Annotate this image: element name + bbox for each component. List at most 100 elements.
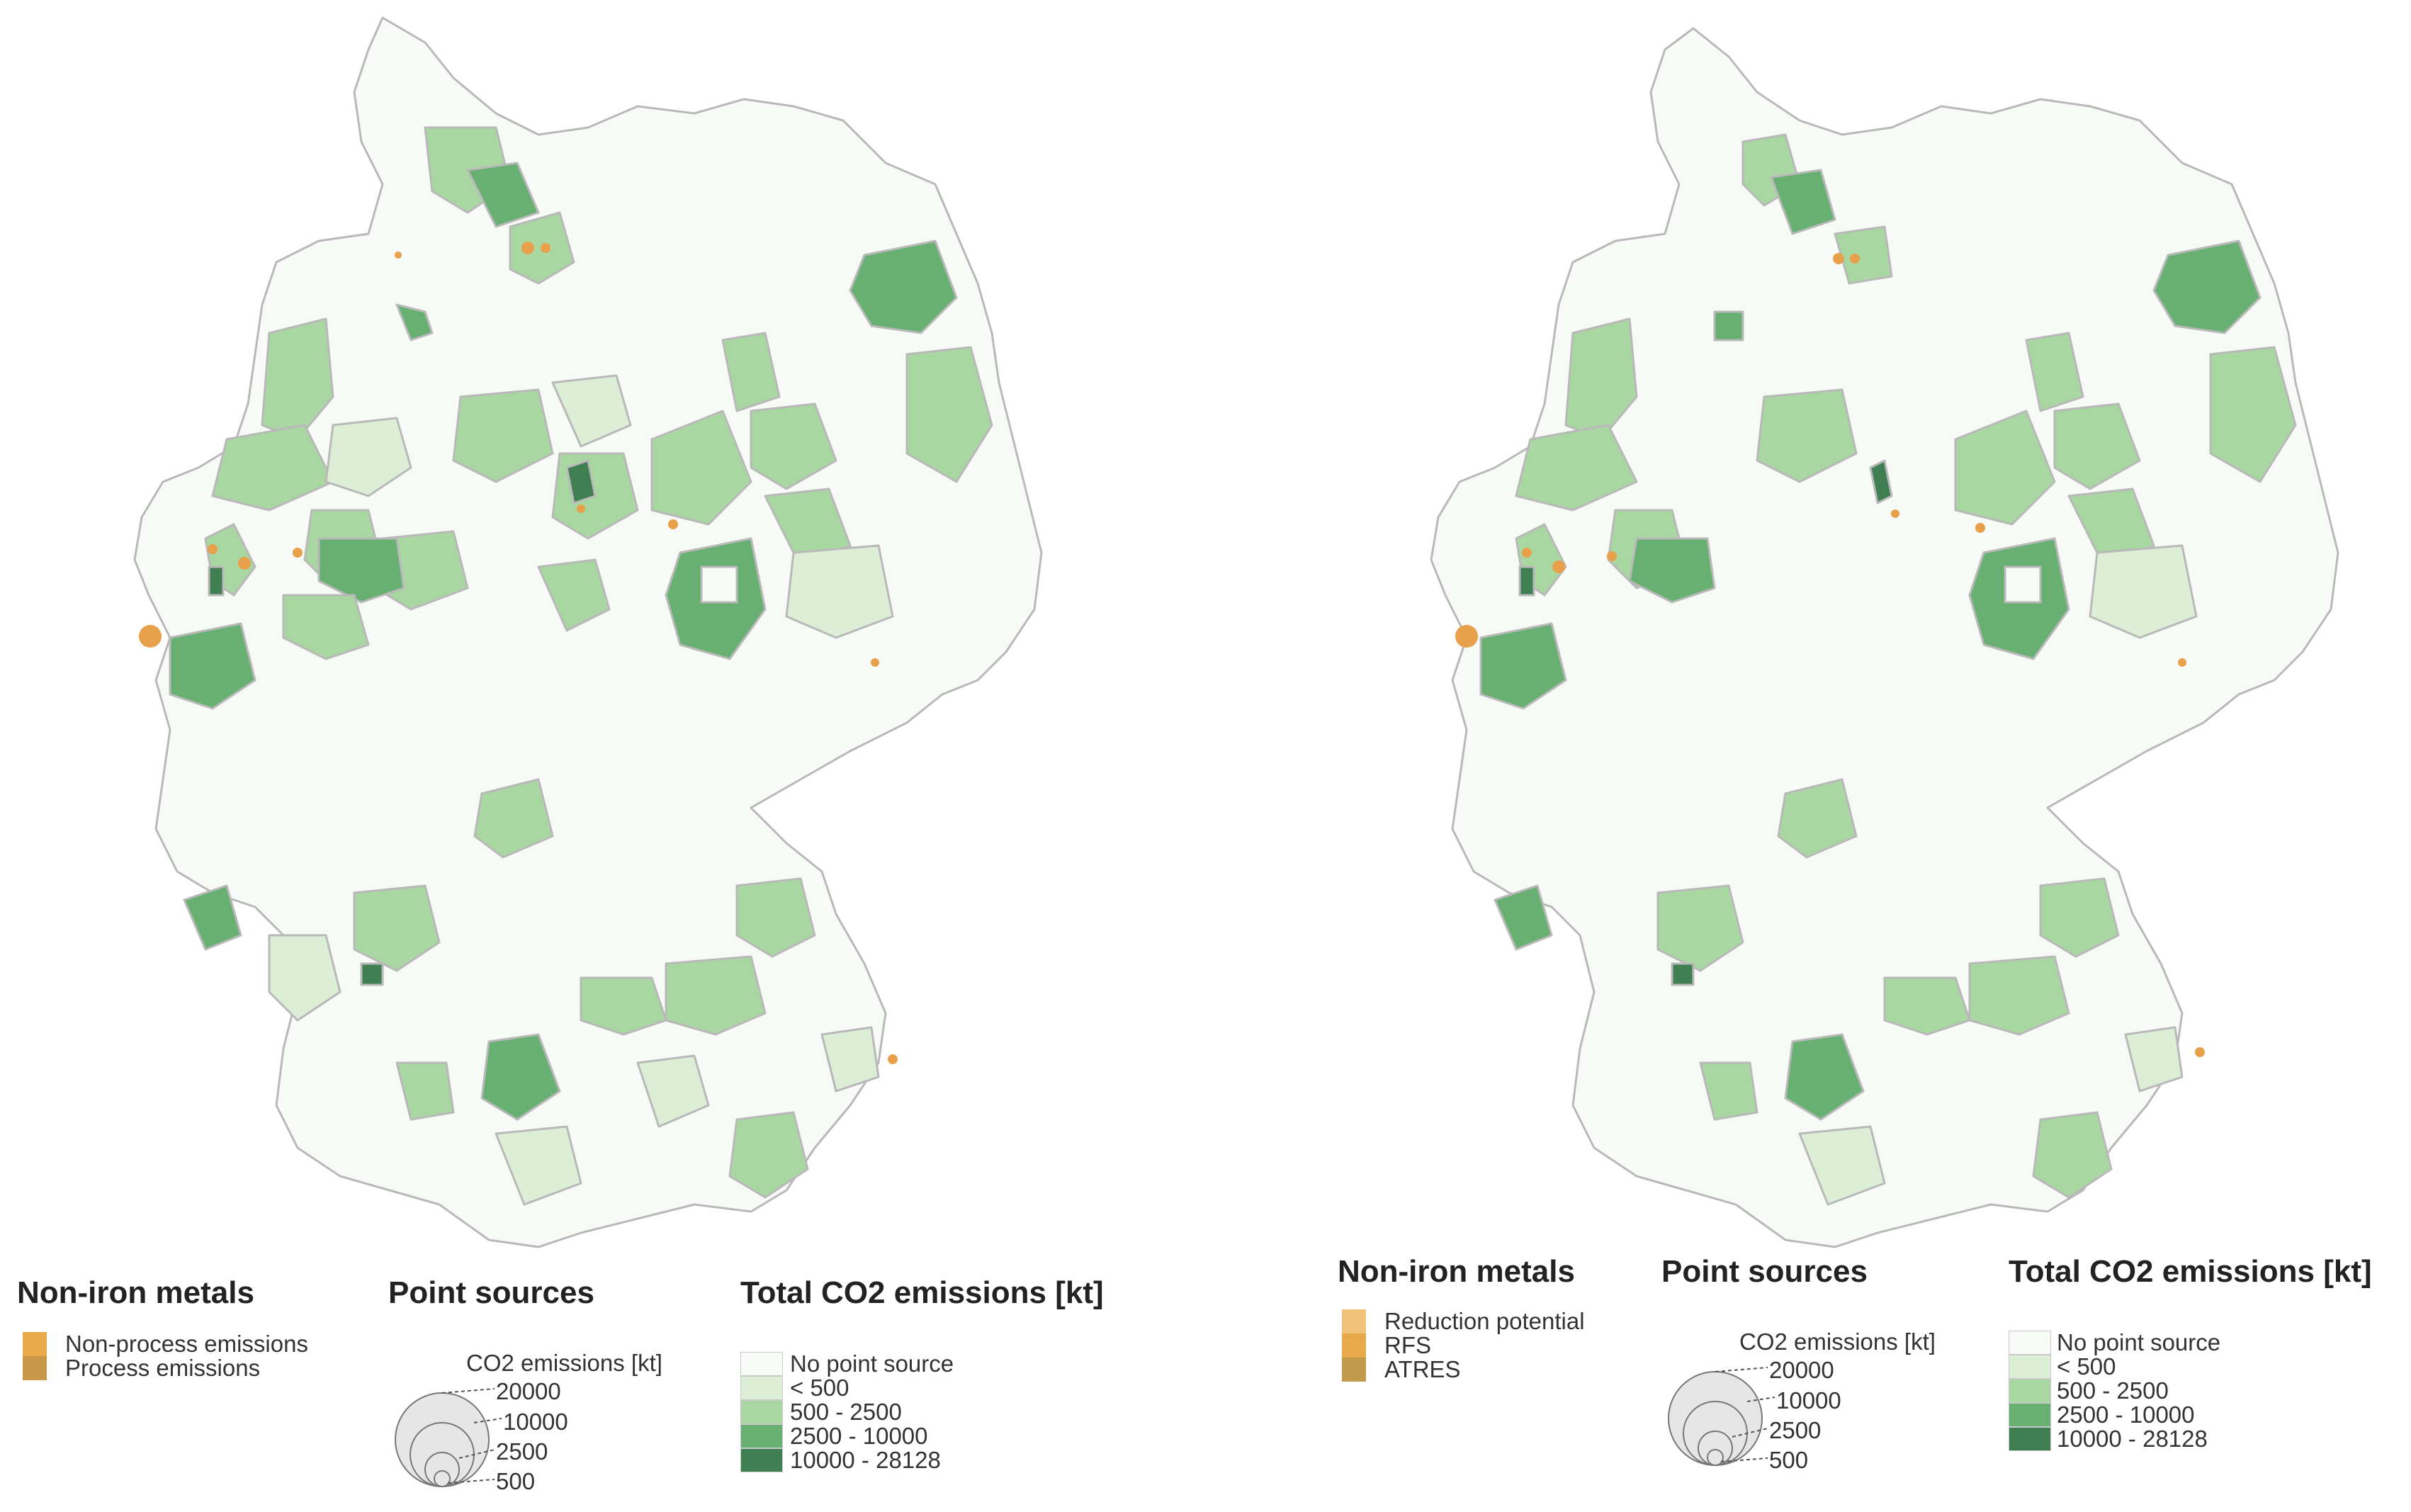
point-source-marker — [1833, 253, 1844, 264]
district — [452, 388, 554, 483]
size-label: 500 — [1769, 1447, 1809, 1473]
district — [282, 594, 370, 660]
district — [183, 884, 242, 951]
district — [1968, 955, 2070, 1036]
legend-swatch — [23, 1332, 47, 1356]
district — [650, 410, 752, 526]
district — [353, 884, 441, 972]
point-source-marker — [139, 625, 162, 648]
point-source-unit-label: CO2 emissions [kt] — [466, 1350, 662, 1376]
district — [1699, 1061, 1758, 1121]
district — [1518, 565, 1535, 597]
legend-item-label: Reduction potential — [1384, 1308, 1585, 1334]
size-label: 20000 — [496, 1378, 561, 1404]
district — [2004, 565, 2042, 604]
class-swatch — [2009, 1379, 2051, 1403]
legend-total-co2: Total CO2 emissions [kt] No point source… — [2009, 1254, 2405, 1452]
size-label: 10000 — [1776, 1387, 1841, 1414]
legend-non-iron-metals: Non-iron metals Non-process emissions Pr… — [17, 1275, 371, 1403]
legend-item-label: RFS — [1384, 1332, 1431, 1358]
size-label: 10000 — [503, 1409, 568, 1435]
legend-swatch — [1342, 1309, 1366, 1333]
district — [849, 239, 958, 334]
size-label: 2500 — [1769, 1417, 1822, 1443]
district — [551, 374, 632, 448]
class-label: 500 - 2500 — [2057, 1377, 2169, 1404]
legend-swatch — [23, 1356, 47, 1380]
district — [1784, 1033, 1865, 1121]
point-source-marker — [871, 658, 879, 667]
size-label: 500 — [496, 1468, 536, 1494]
legend-title: Point sources — [1661, 1254, 1868, 1289]
class-label: No point source — [2057, 1329, 2221, 1355]
district — [1883, 976, 1971, 1036]
point-source-marker — [1552, 560, 1565, 573]
point-source-marker — [2178, 658, 2186, 667]
size-circle — [434, 1470, 451, 1487]
district — [2039, 877, 2120, 958]
district — [480, 1033, 561, 1121]
legend-item-label: Non-process emissions — [65, 1331, 308, 1357]
district — [395, 303, 434, 342]
district — [1494, 884, 1553, 951]
point-source-marker — [395, 252, 402, 259]
district — [785, 544, 894, 639]
district — [1671, 962, 1695, 986]
class-swatch — [740, 1424, 783, 1448]
district — [268, 934, 341, 1022]
district — [1479, 622, 1567, 710]
district — [473, 778, 554, 859]
district — [764, 487, 852, 568]
district — [211, 424, 334, 512]
point-source-marker — [238, 557, 251, 570]
legend-title: Total CO2 emissions [kt] — [2009, 1254, 2372, 1289]
map-panel-left: Non-iron metals Non-process emissions Pr… — [0, 0, 1204, 1512]
district — [2124, 1026, 2184, 1093]
legend-title: Non-iron metals — [17, 1275, 254, 1310]
legend-point-sources: Point sources CO2 emissions [kt] 20000 1… — [1661, 1254, 1945, 1474]
germany-outline — [1430, 27, 2339, 1248]
class-swatch — [740, 1376, 783, 1400]
district — [317, 537, 405, 604]
class-label: < 500 — [790, 1375, 849, 1401]
district — [495, 1125, 582, 1206]
district — [395, 1061, 455, 1121]
district — [169, 622, 256, 710]
district — [1756, 388, 1858, 483]
district — [1515, 424, 1638, 512]
germany-outline — [133, 16, 1043, 1248]
class-swatch — [2009, 1403, 2051, 1427]
class-swatch — [2009, 1355, 2051, 1379]
district — [636, 1054, 710, 1128]
district — [1798, 1125, 1886, 1206]
district — [466, 162, 540, 228]
point-source-marker — [1975, 523, 1985, 533]
district — [2209, 346, 2297, 483]
legend-title: Total CO2 emissions [kt] — [740, 1275, 1104, 1310]
district — [2053, 402, 2141, 490]
district — [1834, 225, 1893, 285]
legend-non-iron-metals: Non-iron metals Reduction potential RFS … — [1338, 1254, 1635, 1396]
class-swatch — [740, 1448, 783, 1472]
legend-item-label: ATRES — [1384, 1356, 1461, 1382]
district — [1628, 537, 1716, 604]
class-label: < 500 — [2057, 1353, 2116, 1380]
point-source-marker — [1607, 551, 1617, 561]
class-swatch — [2009, 1331, 2051, 1355]
class-label: 2500 - 10000 — [2057, 1401, 2195, 1428]
point-source-marker — [1891, 509, 1899, 518]
class-label: 10000 - 28128 — [790, 1447, 941, 1473]
class-swatch — [740, 1352, 783, 1376]
class-label: 10000 - 28128 — [2057, 1426, 2208, 1452]
district — [750, 402, 837, 490]
point-source-marker — [541, 243, 550, 253]
class-swatch — [740, 1400, 783, 1424]
point-source-unit-label: CO2 emissions [kt] — [1739, 1328, 1936, 1355]
point-source-marker — [1522, 548, 1532, 558]
district — [665, 955, 767, 1036]
district — [721, 332, 781, 412]
class-label: No point source — [790, 1350, 954, 1377]
class-label: 500 - 2500 — [790, 1399, 902, 1425]
district — [360, 962, 384, 986]
district — [324, 417, 412, 497]
